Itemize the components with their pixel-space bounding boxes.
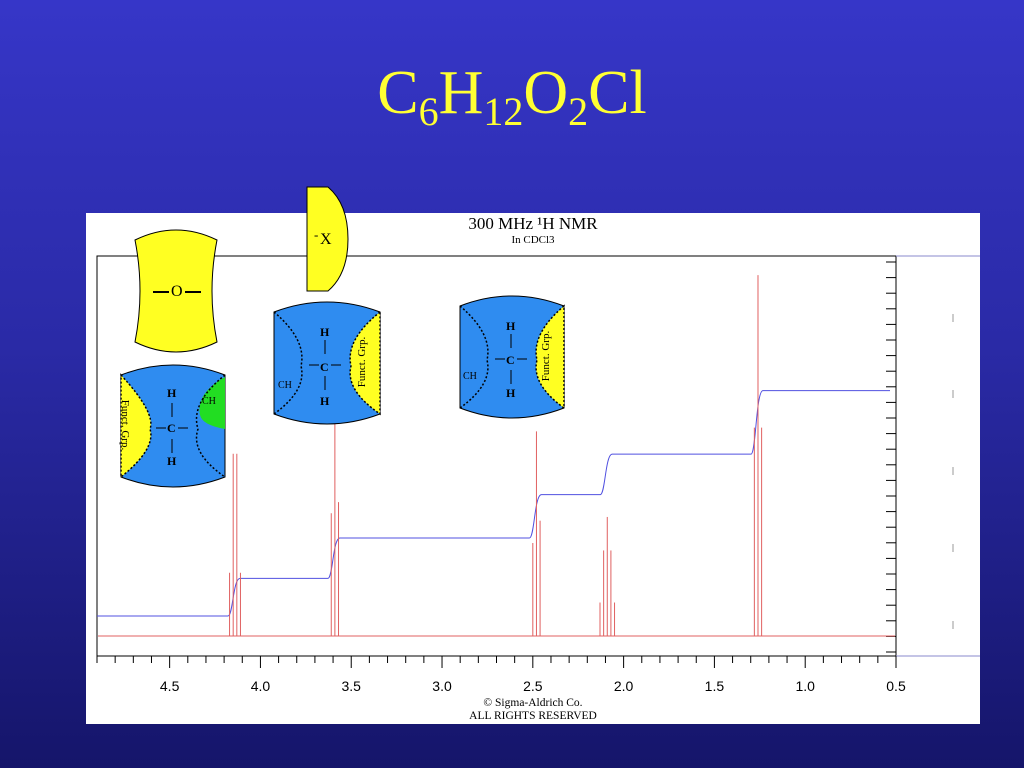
hydrogen-top-label: H	[320, 325, 330, 339]
methylene-fragment-right-shape	[459, 295, 565, 419]
methylene-fragment-middle-shape	[273, 301, 381, 425]
carbon-label: C	[506, 353, 515, 367]
ch-label: CH	[278, 380, 292, 391]
x-tick-label: 1.5	[705, 678, 725, 694]
methylene-fragment-left-shape	[120, 364, 226, 488]
methylene-fragment-middle: H C H CH Funct. Grp.	[273, 300, 381, 426]
frame-ticks	[886, 261, 896, 653]
x-tick-label: 2.5	[523, 678, 543, 694]
spectrum-peaks	[229, 275, 763, 636]
chart-subtitle: In CDCl3	[511, 234, 555, 246]
oxygen-label: O	[171, 283, 183, 300]
hydrogen-bottom-label: H	[167, 454, 177, 468]
halide-label: X	[320, 231, 332, 248]
x-tick-label: 0.5	[886, 678, 906, 694]
halide-charge: -	[314, 227, 319, 242]
methylene-fragment-left: H C H CH Funct. Grp.	[119, 363, 226, 489]
x-axis-ticks	[96, 656, 897, 668]
integral-curve	[97, 390, 890, 617]
hydrogen-top-label: H	[506, 319, 516, 333]
hydrogen-bottom-label: H	[506, 386, 516, 400]
funct-grp-label: Funct. Grp.	[119, 399, 132, 451]
halide-fragment: - X	[306, 186, 349, 292]
chart-title: 300 MHz ¹H NMR	[468, 214, 598, 233]
x-tick-label: 3.0	[432, 678, 452, 694]
slide-title: C6H12O2Cl	[377, 59, 647, 134]
halide-fragment-shape	[306, 186, 349, 292]
x-axis-tick-labels: 4.5 4.0 3.5 3.0 2.5 2.0 1.5 1.0 0.5	[160, 678, 906, 694]
x-tick-label: 4.0	[251, 678, 271, 694]
carbon-label: C	[167, 421, 176, 435]
copyright-notice: © Sigma-Aldrich Co. ALL RIGHTS RESERVED	[86, 697, 980, 723]
x-tick-label: 4.5	[160, 678, 180, 694]
hydrogen-top-label: H	[167, 386, 177, 400]
funct-grp-label: Funct. Grp.	[356, 336, 369, 388]
methylene-fragment-right: H C H CH Funct. Grp.	[459, 294, 565, 420]
hydrogen-bottom-label: H	[320, 394, 330, 408]
copyright-line-2: ALL RIGHTS RESERVED	[469, 710, 597, 722]
ch-label: CH	[202, 396, 216, 407]
ether-oxygen-fragment: O	[134, 228, 218, 354]
x-tick-label: 1.0	[795, 678, 815, 694]
carbon-label: C	[320, 360, 329, 374]
ether-fragment-shape	[134, 229, 218, 353]
funct-grp-label: Funct. Grp.	[540, 330, 553, 382]
x-tick-label: 3.5	[341, 678, 361, 694]
x-tick-label: 2.0	[614, 678, 634, 694]
copyright-line-1: © Sigma-Aldrich Co.	[483, 697, 583, 709]
ch-label: CH	[463, 371, 477, 382]
